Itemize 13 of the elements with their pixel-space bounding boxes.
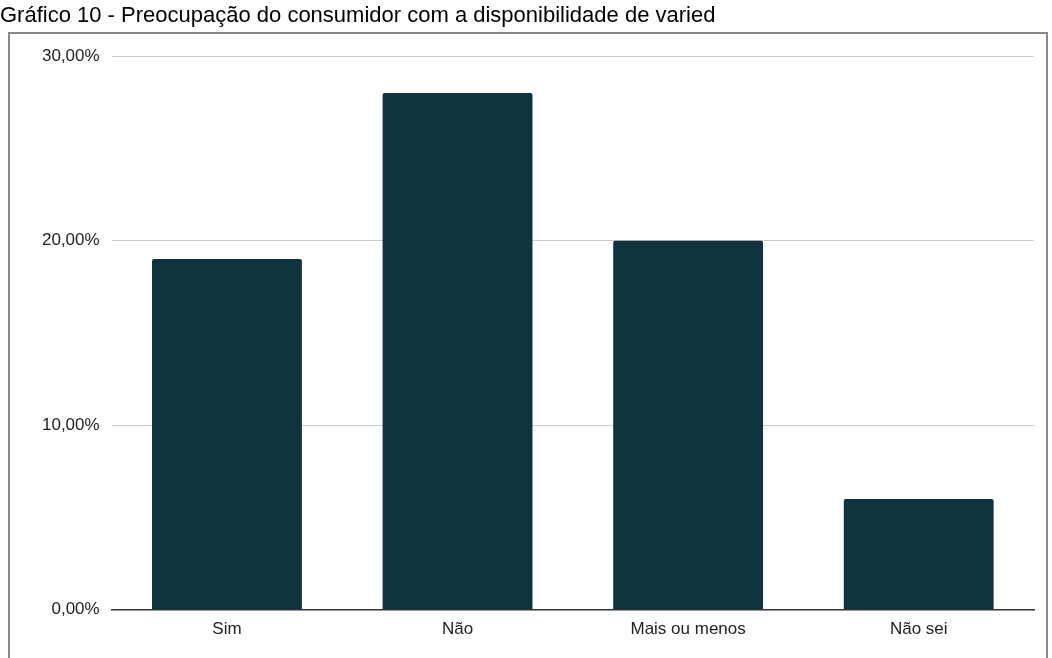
- bar: [843, 498, 994, 610]
- bar: [152, 259, 302, 610]
- y-tick-label: 10,00%: [41, 414, 100, 434]
- x-tick-label: Sim: [212, 619, 242, 639]
- y-tick-label: 20,00%: [41, 230, 100, 250]
- bar: [613, 240, 764, 610]
- bar: [382, 93, 533, 610]
- x-tick-label: Não sei: [889, 619, 948, 639]
- y-tick-label: 30,00%: [41, 45, 100, 65]
- x-tick-label: Mais ou menos: [630, 619, 746, 639]
- chart-title: Gráfico 10 - Preocupação do consumidor com a disponibilidade de varied: [0, 2, 717, 28]
- x-tick-label: Não: [441, 619, 474, 639]
- y-tick-label: 0,00%: [51, 599, 100, 619]
